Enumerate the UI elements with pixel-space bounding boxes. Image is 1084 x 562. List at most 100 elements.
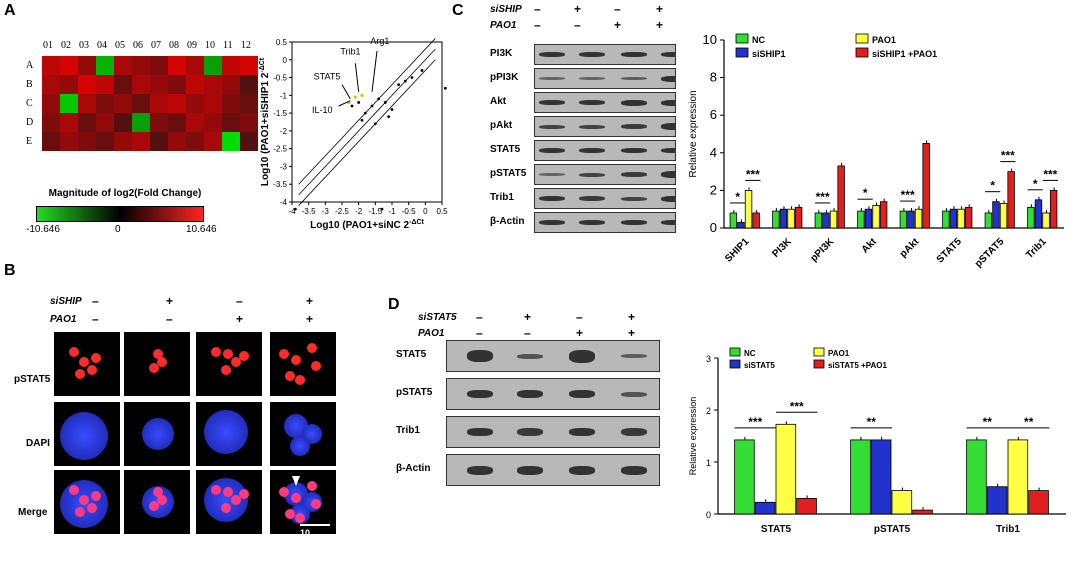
d-blot-band	[467, 390, 493, 398]
heatmap-cell	[78, 132, 96, 151]
c-bar-nc	[772, 210, 780, 229]
d-bar-nc	[966, 439, 987, 515]
heatmap-cell	[60, 56, 78, 75]
d-blot-strip	[446, 454, 660, 486]
c-legend-label: siSHIP1 +PAO1	[872, 49, 937, 59]
b-condition-sign: –	[92, 312, 99, 326]
heatmap-row-label: D	[26, 117, 34, 128]
panel-label-b: B	[4, 262, 16, 279]
d-blot-band	[467, 466, 493, 475]
c-legend-swatch	[735, 33, 749, 44]
panel-label-c: C	[452, 2, 464, 19]
d-blot-row-label: pSTAT5	[396, 387, 433, 398]
c-condition-sign: +	[656, 18, 664, 32]
d-blot-band	[621, 392, 647, 397]
c-bar-nc	[899, 210, 908, 229]
d-condition-sign: +	[628, 310, 636, 324]
c-bar-siship1	[779, 208, 788, 229]
c-bar-siship1-pao1	[922, 143, 930, 229]
heatmap-cell	[114, 132, 132, 151]
d-condition-sign: –	[524, 326, 531, 340]
c-bar-pao1	[829, 210, 838, 229]
d-blot-strip	[446, 416, 660, 448]
c-significance-mark: *	[735, 190, 740, 204]
d-condition-name: PAO1	[418, 328, 445, 339]
b-condition-sign: +	[166, 294, 174, 308]
b-red-spot	[157, 357, 167, 367]
d-condition-sign: +	[576, 326, 584, 340]
c-y-tick-label: 10	[703, 32, 717, 47]
heatmap-cell	[150, 94, 168, 113]
d-legend-label: NC	[744, 349, 756, 358]
b-red-spot	[153, 487, 163, 497]
colorbar-mid: 0	[115, 224, 121, 235]
c-significance-mark: ***	[746, 167, 760, 181]
c-blot-band	[579, 220, 605, 225]
c-significance-mark: ***	[1043, 167, 1057, 181]
b-red-spot	[79, 495, 89, 505]
d-blot-band	[517, 466, 543, 475]
scatter-point	[443, 86, 447, 90]
d-legend-swatch	[813, 359, 825, 369]
c-blot-band	[539, 100, 565, 105]
heatmap-cell	[60, 132, 78, 151]
c-bar-pao1	[1042, 212, 1050, 229]
c-blot-strip	[534, 164, 676, 185]
b-red-spot	[211, 347, 221, 357]
c-bar-siship1	[737, 221, 745, 229]
scatter-point	[370, 104, 374, 108]
c-category-label: pPI3K	[809, 236, 837, 264]
c-blot-band	[539, 220, 565, 225]
scatter-label-arg1: Arg1	[370, 36, 389, 46]
heatmap-cell	[186, 56, 204, 75]
b-nucleus	[290, 436, 310, 456]
c-blot-band	[661, 123, 675, 130]
heatmap-cell	[222, 94, 240, 113]
b-red-spot	[149, 363, 159, 373]
scatter-label-stat5: STAT5	[314, 71, 341, 81]
b-condition-sign: –	[236, 294, 243, 308]
d-blot-band	[517, 428, 543, 436]
c-significance-mark: ***	[816, 190, 830, 204]
b-row-label-pstat5: pSTAT5	[14, 374, 51, 385]
scatter-x-label-sup: -ΔCt	[409, 219, 424, 226]
d-bar-pao1	[1007, 439, 1029, 515]
heatmap: 01 02 03 04 05 06 07 08 09 10 11 12 A B C D E	[24, 38, 260, 170]
b-microscopy-cell	[124, 470, 190, 534]
b-condition-sign: –	[92, 294, 99, 308]
b-red-spot	[285, 509, 295, 519]
heatmap-cell	[168, 132, 186, 151]
scatter-highlight-point	[353, 95, 357, 99]
heatmap-cell	[114, 113, 132, 132]
b-red-spot	[285, 371, 295, 381]
scatter-highlight-point	[360, 93, 364, 97]
c-blot-row-label: PI3K	[490, 47, 513, 59]
c-blot-band	[661, 148, 675, 153]
scatter-y-tick-label: 0	[283, 56, 288, 65]
scatter-point	[293, 207, 297, 211]
scatter-arrow	[338, 100, 351, 107]
b-red-spot	[153, 349, 163, 359]
d-legend-swatch	[813, 347, 825, 357]
scatter-x-tick-label: -4	[288, 207, 296, 216]
c-legend-swatch	[855, 47, 869, 58]
c-significance-mark: *	[863, 186, 868, 200]
heatmap-cell	[96, 75, 114, 94]
c-blot-band	[579, 125, 605, 129]
d-bar-nc	[734, 439, 755, 515]
c-bar-nc	[729, 212, 738, 229]
heatmap-cell	[132, 94, 150, 113]
b-microscopy-cell	[270, 332, 336, 396]
heatmap-cell	[186, 113, 204, 132]
c-blot-strip	[534, 188, 676, 209]
heatmap-cell	[240, 56, 258, 75]
d-blot-row-label: STAT5	[396, 349, 427, 360]
heatmap-cell	[42, 132, 60, 151]
b-red-spot	[231, 357, 241, 367]
heatmap-col-label: 08	[169, 40, 179, 51]
heatmap-col-label: 09	[187, 40, 197, 51]
d-bar-pao1	[891, 490, 913, 515]
d-bar-sistat5-pao1	[1028, 490, 1049, 515]
b-microscopy-cell	[54, 470, 120, 534]
c-bar-siship1	[907, 210, 915, 229]
